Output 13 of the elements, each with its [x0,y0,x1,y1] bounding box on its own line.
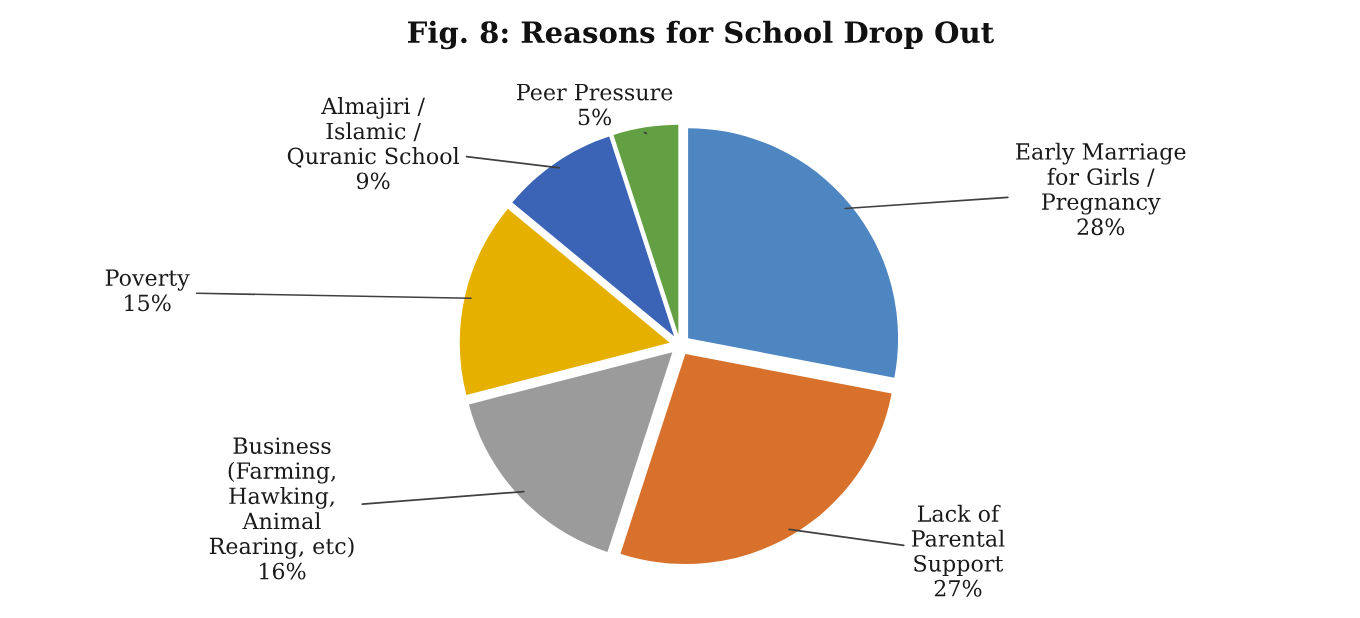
data-label: 9% [356,172,390,190]
data-label: 15% [125,294,171,312]
slice-label: Poverty [105,269,190,291]
data-label: 27% [934,579,982,597]
slice-label: Lack of Parental Support [911,504,1005,577]
slice-label: Almajiri / Islamic / Quranic School [287,97,460,168]
slice-label: Early Marriage for Girls / Pregnancy [1016,142,1186,215]
slice-label: Business (Farming, Hawking, Animal Rearing, etc) [209,437,354,559]
data-label: 16% [260,562,306,580]
chart-title: Fig. 8: Reasons for School Drop Out [408,20,994,50]
slice-label: Peer Pressure [517,83,673,101]
data-label: 5% [578,108,611,126]
data-label: 28% [1077,218,1125,236]
